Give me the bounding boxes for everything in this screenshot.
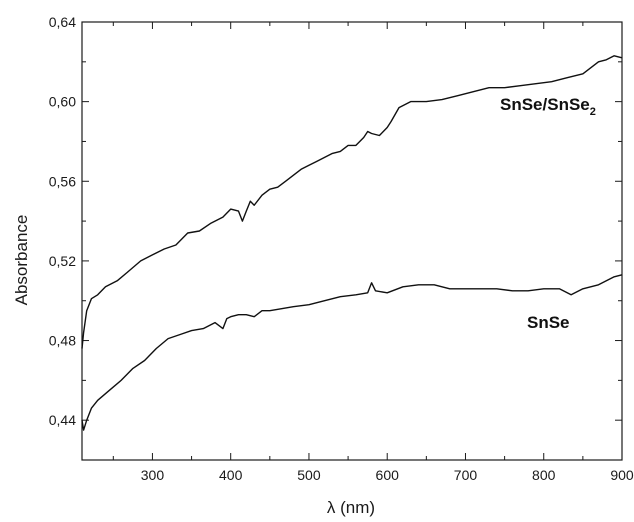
x-tick-label: 700 xyxy=(454,467,478,483)
y-tick-label: 0,60 xyxy=(49,94,76,110)
y-axis-title: Absorbance xyxy=(12,215,31,306)
series-labels: SnSe/SnSe2 SnSe xyxy=(500,95,596,332)
x-tick-label: 900 xyxy=(610,467,634,483)
axis-ticks xyxy=(82,21,623,460)
y-tick-label: 0,48 xyxy=(49,333,76,349)
y-tick-label: 0,56 xyxy=(49,173,76,189)
x-tick-label: 300 xyxy=(141,467,165,483)
series-lines xyxy=(81,55,623,431)
x-tick-label: 600 xyxy=(376,467,400,483)
y-tick-label: 0,64 xyxy=(49,14,76,30)
x-tick-label: 500 xyxy=(297,467,321,483)
plot-frame xyxy=(81,21,623,461)
y-tick-label: 0,44 xyxy=(49,412,76,428)
x-tick-label: 400 xyxy=(219,467,243,483)
series-label-snse: SnSe xyxy=(527,313,570,332)
series-label-snse-snse2: SnSe/SnSe2 xyxy=(500,95,596,118)
x-tick-label: 800 xyxy=(532,467,556,483)
plot-border xyxy=(81,21,623,461)
series-line-snse-snse2 xyxy=(81,55,623,349)
x-axis-title: λ (nm) xyxy=(327,498,375,517)
y-tick-label: 0,52 xyxy=(49,253,76,269)
axis-tick-labels: 300 400 500 600 700 800 900 0,44 0,48 0,52 0,56 0,6… xyxy=(49,14,634,483)
series-line-snse xyxy=(81,274,623,431)
